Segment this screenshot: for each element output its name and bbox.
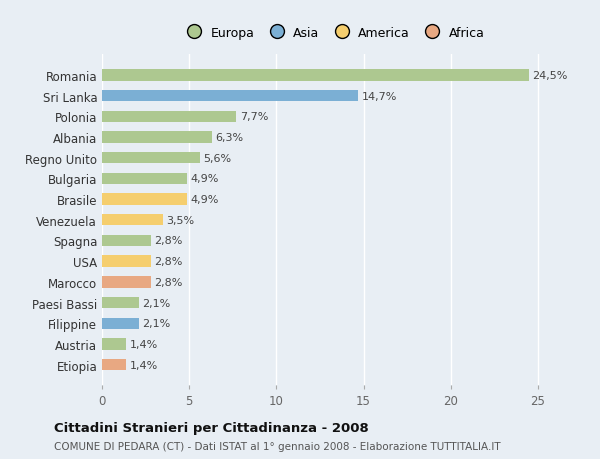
Text: 7,7%: 7,7% xyxy=(240,112,268,122)
Bar xyxy=(102,277,151,288)
Bar xyxy=(102,297,139,308)
Text: 4,9%: 4,9% xyxy=(191,174,219,184)
Bar xyxy=(102,215,163,226)
Bar xyxy=(102,194,187,205)
Text: 6,3%: 6,3% xyxy=(215,133,244,143)
Text: 2,8%: 2,8% xyxy=(154,277,182,287)
Bar xyxy=(102,318,139,329)
Bar xyxy=(102,339,127,350)
Text: 5,6%: 5,6% xyxy=(203,153,231,163)
Text: 3,5%: 3,5% xyxy=(167,215,194,225)
Text: 2,1%: 2,1% xyxy=(142,319,170,329)
Bar xyxy=(102,132,212,143)
Legend: Europa, Asia, America, Africa: Europa, Asia, America, Africa xyxy=(176,22,490,45)
Bar xyxy=(102,174,187,185)
Text: 2,1%: 2,1% xyxy=(142,298,170,308)
Bar xyxy=(102,235,151,246)
Bar xyxy=(102,359,127,370)
Text: 1,4%: 1,4% xyxy=(130,360,158,370)
Text: 2,8%: 2,8% xyxy=(154,236,182,246)
Text: 2,8%: 2,8% xyxy=(154,257,182,267)
Bar xyxy=(102,153,200,164)
Bar xyxy=(102,112,236,123)
Bar xyxy=(102,256,151,267)
Text: 14,7%: 14,7% xyxy=(362,91,397,101)
Text: 1,4%: 1,4% xyxy=(130,339,158,349)
Text: 4,9%: 4,9% xyxy=(191,195,219,205)
Bar xyxy=(102,70,529,81)
Text: COMUNE DI PEDARA (CT) - Dati ISTAT al 1° gennaio 2008 - Elaborazione TUTTITALIA.: COMUNE DI PEDARA (CT) - Dati ISTAT al 1°… xyxy=(54,441,500,451)
Text: 24,5%: 24,5% xyxy=(533,71,568,81)
Bar xyxy=(102,91,358,102)
Text: Cittadini Stranieri per Cittadinanza - 2008: Cittadini Stranieri per Cittadinanza - 2… xyxy=(54,421,369,434)
